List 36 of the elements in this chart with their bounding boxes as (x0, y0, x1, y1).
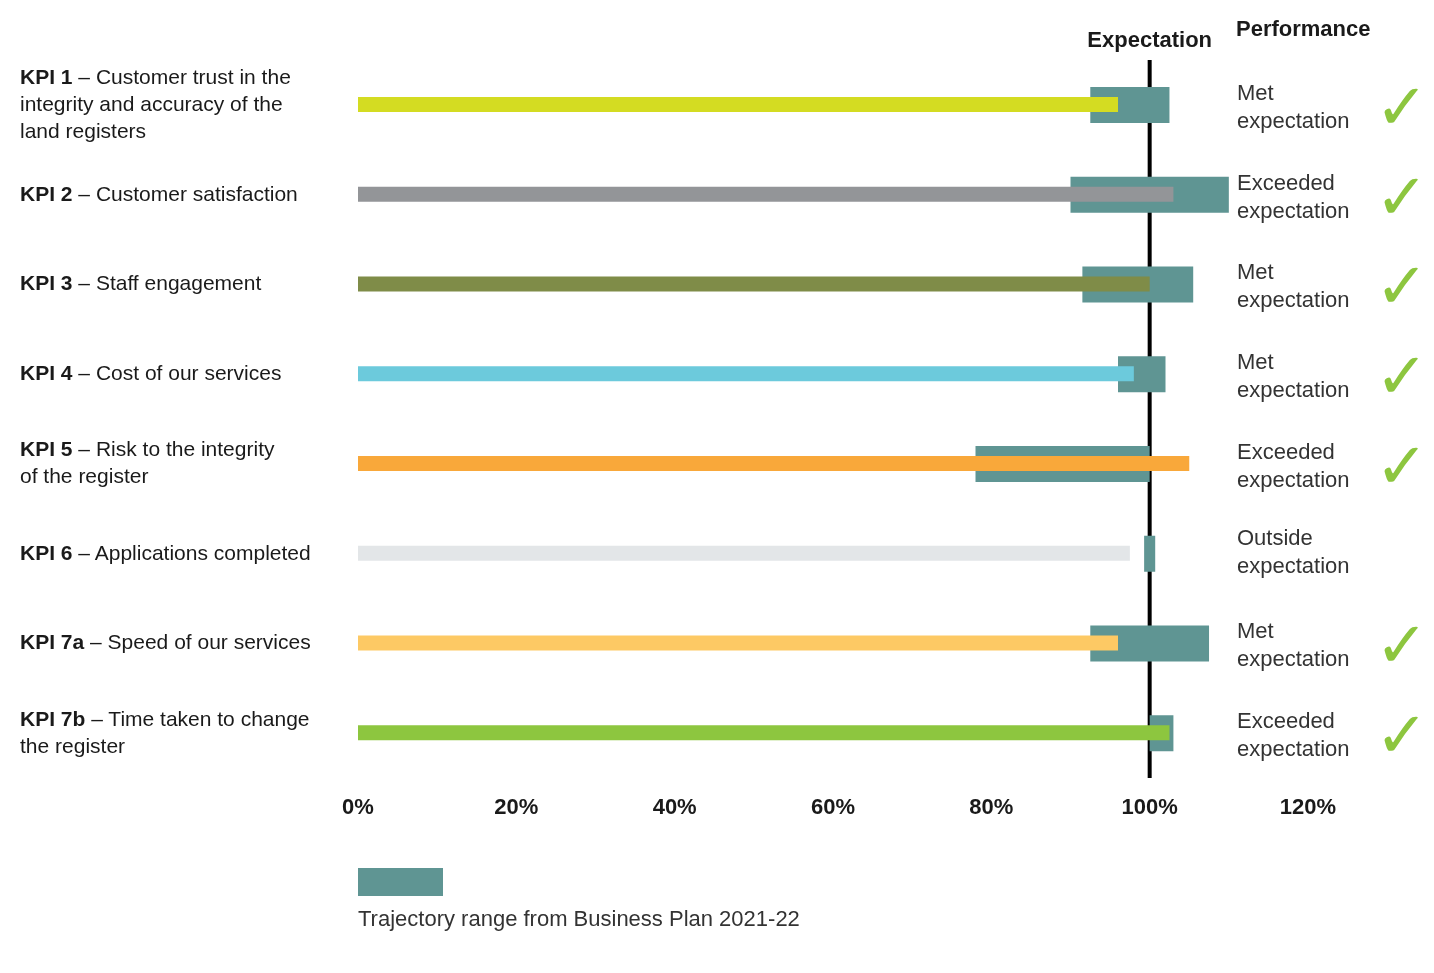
text: Performance (1236, 16, 1371, 42)
bar (1144, 535, 1156, 572)
bar (358, 97, 1118, 112)
bar (358, 456, 1190, 471)
x-tick-label: 120% (1279, 793, 1337, 819)
ref-line-label: Expectation (1087, 27, 1213, 52)
x-tick-label: 60% (810, 793, 856, 819)
annotation: Met expectation ✓ (1237, 339, 1429, 414)
annotation: Exceeded expectation ✓ (1237, 428, 1429, 503)
bar (358, 725, 1170, 741)
y-tick-label: KPI 2 – Customer satisfaction (20, 181, 298, 205)
annotation: Exceeded expectation ✓ (1237, 698, 1429, 773)
annotation: Outside expectation (1237, 523, 1351, 580)
annotation: Met expectation ✓ (1237, 608, 1429, 683)
bar (358, 366, 1134, 382)
bar (358, 545, 1130, 561)
y-tick-label: KPI 4 – Cost of our services (20, 360, 282, 384)
x-tick-label: 80% (969, 793, 1014, 819)
annotation: Exceeded expectation ✓ (1237, 159, 1429, 234)
y-tick-label: KPI 6 – Applications completed (20, 540, 311, 564)
legend-label: Trajectory range from Business Plan 2021-22 (358, 906, 800, 932)
x-tick-label: 0% (342, 793, 374, 819)
bar (1090, 625, 1210, 662)
bar (358, 635, 1118, 651)
bar (358, 186, 1174, 202)
y-tick-label: KPI 7a – Speed of our services (20, 629, 311, 653)
category-label: KPI 5 – Risk to the integrity of the register (20, 436, 275, 487)
annotation: Met expectation ✓ (1237, 249, 1429, 324)
category-label: KPI 1 – Customer trust in the integrity and accuracy of the land registers (20, 64, 291, 142)
annotation: Met expectation ✓ (1237, 69, 1429, 144)
x-tick-label: 100% (1121, 793, 1178, 819)
x-tick-label: 40% (652, 793, 697, 819)
x-tick-label: 20% (494, 793, 539, 819)
bar (358, 276, 1150, 292)
category-label: KPI 7b – Time taken to change the register (20, 706, 310, 757)
y-tick-label: KPI 3 – Staff engagement (20, 270, 262, 294)
